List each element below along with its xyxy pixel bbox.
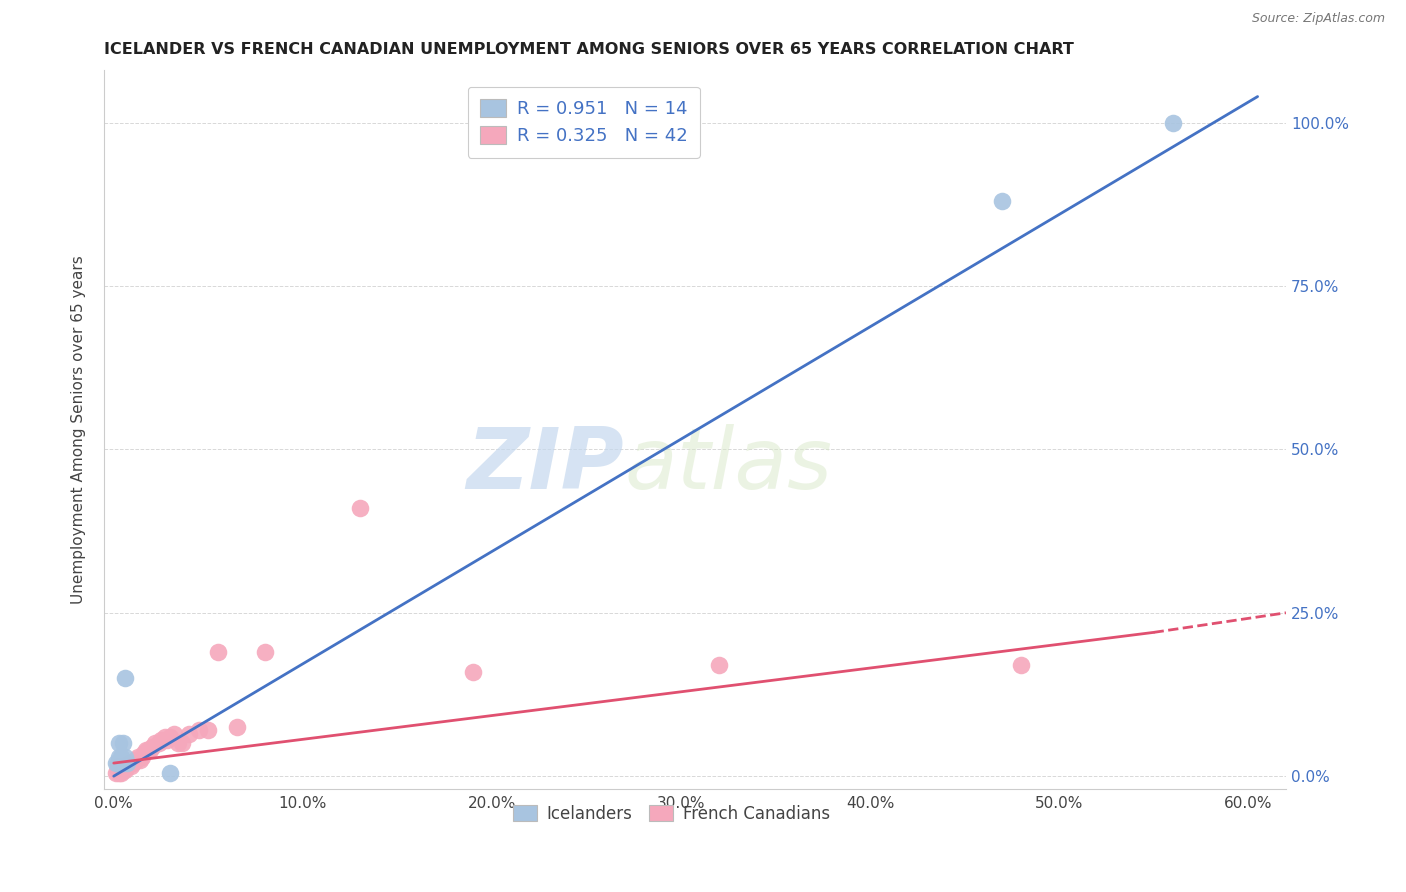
Point bbox=[991, 194, 1014, 208]
Text: Source: ZipAtlas.com: Source: ZipAtlas.com bbox=[1251, 12, 1385, 25]
Point bbox=[253, 645, 276, 659]
Point bbox=[112, 736, 135, 750]
Legend: Icelanders, French Canadians: Icelanders, French Canadians bbox=[502, 794, 841, 835]
Point bbox=[107, 756, 129, 770]
Point bbox=[141, 739, 163, 754]
Point bbox=[1010, 658, 1032, 673]
Text: ICELANDER VS FRENCH CANADIAN UNEMPLOYMENT AMONG SENIORS OVER 65 YEARS CORRELATIO: ICELANDER VS FRENCH CANADIAN UNEMPLOYMEN… bbox=[104, 42, 1074, 57]
Point bbox=[107, 759, 129, 773]
Point bbox=[108, 736, 131, 750]
Point bbox=[197, 723, 219, 738]
Point bbox=[159, 730, 181, 744]
Point bbox=[163, 727, 186, 741]
Point bbox=[167, 736, 190, 750]
Point bbox=[170, 736, 193, 750]
Point bbox=[138, 743, 160, 757]
Point bbox=[120, 759, 142, 773]
Point bbox=[115, 756, 138, 770]
Point bbox=[1161, 116, 1184, 130]
Point bbox=[112, 756, 135, 770]
Point bbox=[132, 746, 155, 760]
Point bbox=[107, 763, 129, 777]
Point bbox=[108, 763, 131, 777]
Point bbox=[121, 756, 143, 770]
Point bbox=[114, 671, 136, 685]
Point bbox=[118, 756, 141, 770]
Point bbox=[127, 749, 149, 764]
Point bbox=[187, 723, 209, 738]
Point bbox=[461, 665, 484, 679]
Point bbox=[108, 765, 131, 780]
Point bbox=[156, 733, 179, 747]
Point bbox=[115, 759, 138, 773]
Point bbox=[153, 730, 176, 744]
Y-axis label: Unemployment Among Seniors over 65 years: Unemployment Among Seniors over 65 years bbox=[72, 255, 86, 604]
Point bbox=[143, 736, 166, 750]
Point bbox=[129, 753, 152, 767]
Point bbox=[159, 765, 181, 780]
Text: atlas: atlas bbox=[624, 425, 832, 508]
Text: ZIP: ZIP bbox=[467, 425, 624, 508]
Point bbox=[110, 759, 132, 773]
Point bbox=[131, 749, 153, 764]
Point bbox=[114, 763, 136, 777]
Point bbox=[150, 733, 173, 747]
Point bbox=[110, 765, 132, 780]
Point bbox=[110, 749, 132, 764]
Point bbox=[124, 753, 146, 767]
Point bbox=[349, 501, 371, 516]
Point bbox=[112, 763, 135, 777]
Point bbox=[135, 743, 157, 757]
Point bbox=[104, 765, 127, 780]
Point bbox=[707, 658, 730, 673]
Point bbox=[179, 727, 201, 741]
Point bbox=[148, 736, 170, 750]
Point bbox=[104, 756, 127, 770]
Point bbox=[114, 749, 136, 764]
Point bbox=[225, 720, 247, 734]
Point bbox=[108, 749, 131, 764]
Point bbox=[136, 743, 159, 757]
Point bbox=[110, 756, 132, 770]
Point bbox=[207, 645, 229, 659]
Point bbox=[125, 753, 148, 767]
